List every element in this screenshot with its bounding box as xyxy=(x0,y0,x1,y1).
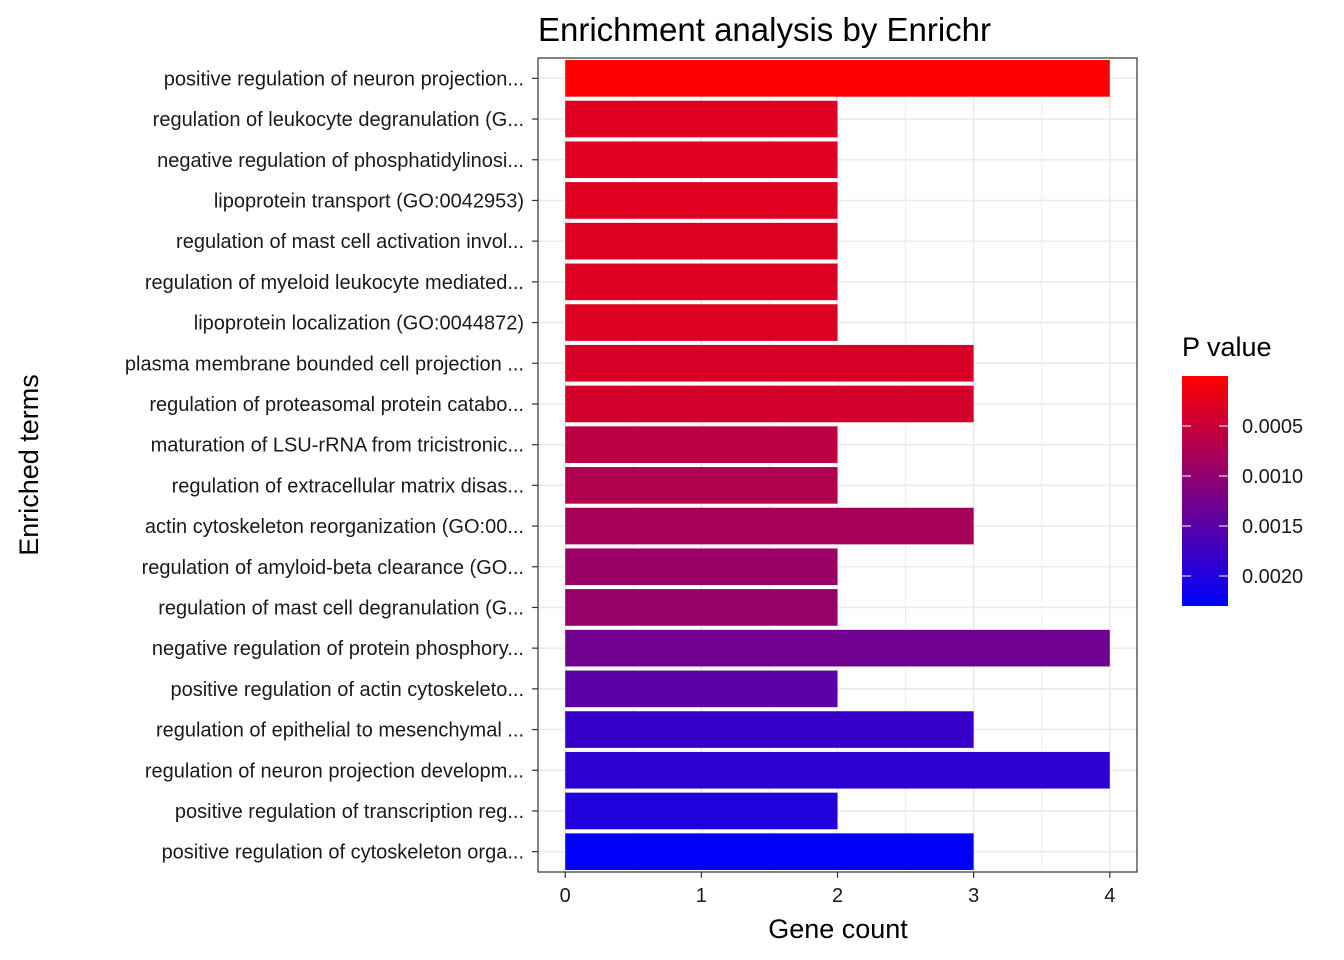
y-tick-label: positive regulation of neuron projection… xyxy=(164,68,524,90)
legend-tick-label: 0.0005 xyxy=(1242,416,1303,438)
x-tick-labels: 0 1 2 3 4 xyxy=(560,872,1115,907)
x-tick-label: 3 xyxy=(968,885,979,907)
y-tick-label: regulation of proteasomal protein catabo… xyxy=(149,394,524,416)
chart-title: Enrichment analysis by Enrichr xyxy=(538,11,991,48)
bar xyxy=(565,60,1110,97)
x-tick-label: 0 xyxy=(560,885,571,907)
bar xyxy=(565,711,974,748)
y-tick-label: regulation of amyloid-beta clearance (GO… xyxy=(142,557,524,579)
y-tick-label: regulation of neuron projection developm… xyxy=(145,760,524,782)
bar xyxy=(565,507,974,545)
legend-tick-label: 0.0015 xyxy=(1242,516,1303,538)
legend: P value 0.0005 0.0010 0.0015 0.0020 xyxy=(1182,332,1303,606)
y-tick-label: regulation of leukocyte degranulation (G… xyxy=(153,109,524,131)
y-tick-label: regulation of myeloid leukocyte mediated… xyxy=(145,272,524,294)
bar xyxy=(565,589,838,626)
y-tick-label: regulation of mast cell activation invol… xyxy=(176,231,524,253)
y-tick-label: positive regulation of cytoskeleton orga… xyxy=(162,842,524,864)
legend-colorbar xyxy=(1182,376,1228,606)
y-tick-labels: positive regulation of neuron projection… xyxy=(125,68,538,864)
x-tick-label: 4 xyxy=(1104,885,1115,907)
y-tick-label: regulation of epithelial to mesenchymal … xyxy=(156,720,524,742)
legend-tick-label: 0.0020 xyxy=(1242,566,1303,588)
x-tick-label: 1 xyxy=(696,885,707,907)
bar xyxy=(565,670,838,708)
y-tick-label: maturation of LSU-rRNA from tricistronic… xyxy=(151,435,524,457)
y-tick-label: regulation of extracellular matrix disas… xyxy=(172,475,524,497)
bar xyxy=(565,344,974,382)
x-tick-label: 2 xyxy=(832,885,843,907)
y-tick-label: positive regulation of actin cytoskeleto… xyxy=(170,679,524,701)
bar xyxy=(565,751,1110,789)
legend-title: P value xyxy=(1182,332,1272,362)
bar xyxy=(565,141,838,179)
bar xyxy=(565,548,838,586)
bar xyxy=(565,426,838,463)
bar xyxy=(565,385,974,423)
x-axis-title: Gene count xyxy=(768,914,908,944)
bars xyxy=(565,60,1110,870)
bar xyxy=(565,100,838,138)
y-tick-label: positive regulation of transcription reg… xyxy=(175,801,524,823)
bar xyxy=(565,222,838,260)
y-tick-label: lipoprotein transport (GO:0042953) xyxy=(214,190,524,212)
bar xyxy=(565,467,838,504)
legend-tick-label: 0.0010 xyxy=(1242,466,1303,488)
bar xyxy=(565,304,838,341)
y-tick-label: negative regulation of phosphatidylinosi… xyxy=(157,150,524,172)
y-tick-label: negative regulation of protein phosphory… xyxy=(152,638,524,660)
bar xyxy=(565,263,838,301)
y-tick-label: plasma membrane bounded cell projection … xyxy=(125,353,524,375)
bar xyxy=(565,792,838,830)
y-axis-title: Enriched terms xyxy=(14,374,44,556)
y-tick-label: lipoprotein localization (GO:0044872) xyxy=(194,313,524,335)
bar xyxy=(565,182,838,219)
y-tick-label: regulation of mast cell degranulation (G… xyxy=(158,597,524,619)
legend-ticks: 0.0005 0.0010 0.0015 0.0020 xyxy=(1182,416,1303,588)
bar xyxy=(565,833,974,870)
y-tick-label: actin cytoskeleton reorganization (GO:00… xyxy=(145,516,524,538)
bar xyxy=(565,629,1110,667)
